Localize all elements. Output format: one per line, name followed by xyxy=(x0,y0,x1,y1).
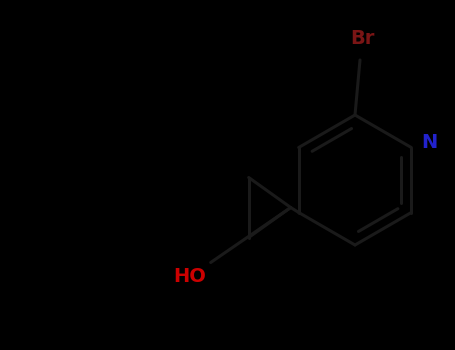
Text: Br: Br xyxy=(350,29,374,48)
Text: HO: HO xyxy=(173,267,206,287)
Text: N: N xyxy=(421,133,438,152)
